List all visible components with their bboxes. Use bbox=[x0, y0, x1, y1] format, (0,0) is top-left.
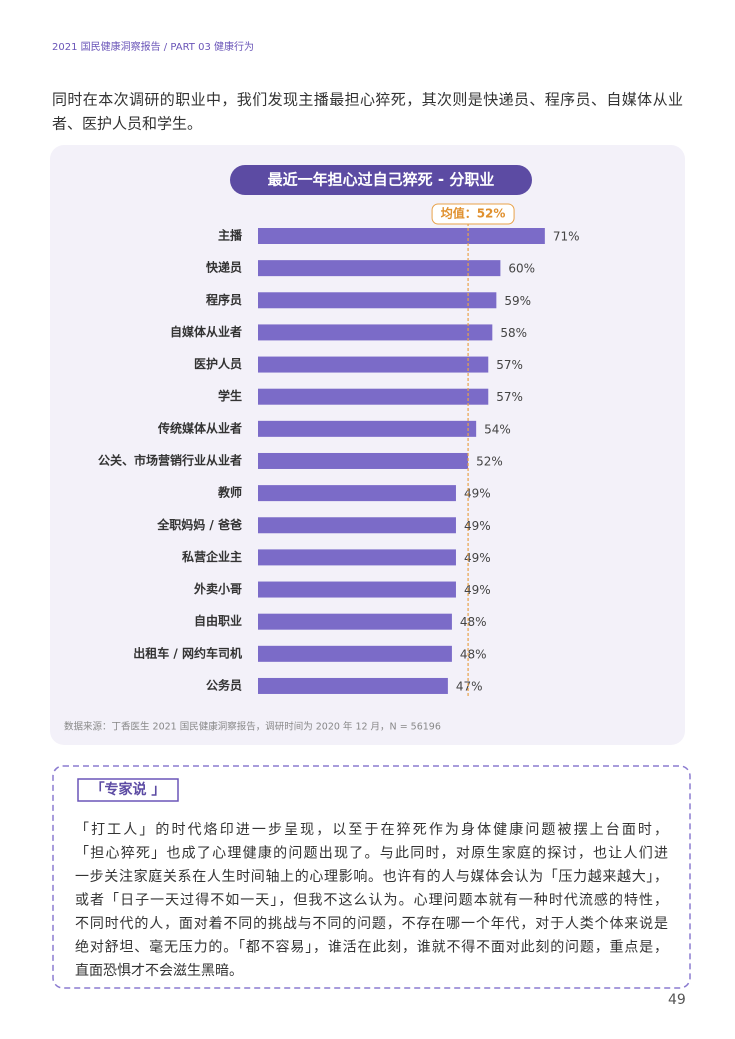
header: 2021 国民健康洞察报告 / PART 03 健康行为 bbox=[52, 40, 254, 53]
category-label: 快递员 bbox=[206, 260, 242, 275]
expert-line: 不同时代的人，面对着不同的挑战与不同的问题，不存在哪一个年代，对于人类个体来说是 bbox=[75, 916, 668, 932]
chart-panel bbox=[50, 145, 685, 745]
bar bbox=[258, 292, 497, 309]
category-label: 出租车 / 网约车司机 bbox=[133, 645, 242, 660]
expert-tag-box bbox=[77, 778, 179, 802]
page-number: 49 bbox=[668, 992, 686, 1008]
category-label: 学生 bbox=[218, 388, 242, 403]
category-label: 传统媒体从业者 bbox=[157, 420, 242, 435]
bar bbox=[258, 324, 493, 341]
expert-box bbox=[52, 765, 691, 989]
category-label: 医护人员 bbox=[194, 356, 242, 371]
bar bbox=[258, 452, 469, 469]
category-label: 公关、市场营销行业从业者 bbox=[98, 452, 242, 467]
value-label: 57% bbox=[496, 358, 523, 372]
value-label: 49% bbox=[464, 583, 491, 597]
title-pill bbox=[230, 165, 532, 195]
category-label: 程序员 bbox=[206, 292, 242, 307]
bar bbox=[258, 517, 456, 534]
category-label: 自媒体从业者 bbox=[170, 324, 242, 339]
category-label: 主播 bbox=[218, 228, 243, 243]
value-label: 60% bbox=[508, 262, 535, 276]
value-label: 49% bbox=[464, 519, 491, 533]
value-label: 48% bbox=[460, 647, 487, 661]
intro-line: 者、医护人员和学生。 bbox=[52, 115, 202, 133]
value-label: 71% bbox=[553, 230, 580, 244]
category-label: 私营企业主 bbox=[181, 549, 242, 564]
bar bbox=[258, 420, 477, 437]
expert-line: 一步关注家庭关系在人生时间轴上的心理影响。也许有的人与媒体会认为「压力越来越大」… bbox=[75, 868, 668, 885]
intro-line: 同时在本次调研的职业中，我们发现主播最担心猝死，其次则是快递员、程序员、自媒体从… bbox=[52, 91, 683, 109]
expert-line: 或者「日子一天过得不如一天」，但我不这么认为。心理问题本就有一种时代流感的特性， bbox=[75, 892, 668, 909]
value-label: 49% bbox=[464, 551, 491, 565]
chart-title: 最近一年担心过自己猝死 - 分职业 bbox=[268, 171, 495, 189]
bar bbox=[258, 228, 545, 244]
value-label: 49% bbox=[464, 487, 491, 501]
expert-line: 直面恐惧才不会滋生黑暗。 bbox=[75, 962, 243, 979]
category-label: 外卖小哥 bbox=[194, 581, 242, 596]
bar bbox=[258, 549, 456, 566]
bar bbox=[258, 388, 489, 405]
mean-label: 均值：52% bbox=[441, 206, 506, 221]
value-label: 47% bbox=[456, 679, 483, 693]
category-label: 全职妈妈 / 爸爸 bbox=[156, 517, 242, 532]
value-label: 57% bbox=[496, 390, 523, 404]
expert-tag: 「专家说 」 bbox=[91, 781, 166, 798]
category-label: 教师 bbox=[217, 485, 242, 500]
value-label: 48% bbox=[460, 615, 487, 629]
bar bbox=[258, 260, 501, 277]
bar bbox=[258, 677, 448, 694]
bar bbox=[258, 485, 456, 502]
bar bbox=[258, 356, 489, 373]
bar bbox=[258, 613, 452, 630]
category-label: 自由职业 bbox=[194, 613, 242, 628]
value-label: 58% bbox=[500, 326, 527, 340]
value-label: 54% bbox=[484, 422, 511, 436]
value-label: 59% bbox=[504, 294, 531, 308]
expert-line: 绝对舒坦、毫无压力的。「都不容易」，谁活在此刻，谁就不得不面对此刻的问题，重点是… bbox=[75, 939, 668, 956]
bar bbox=[258, 581, 456, 598]
expert-line: 「担心猝死」也成了心理健康的问题出现了。与此同时，对原生家庭的探讨，也让人们进 bbox=[75, 845, 668, 862]
category-label: 公务员 bbox=[206, 677, 242, 692]
source: 数据来源：丁香医生 2021 国民健康洞察报告，调研时间为 2020 年 12 … bbox=[64, 721, 441, 733]
mean-label-box bbox=[431, 203, 515, 225]
value-label: 52% bbox=[476, 454, 503, 468]
expert-line: 「打工人」的时代烙印进一步呈现，以至于在猝死作为身体健康问题被摆上台面时， bbox=[75, 821, 668, 838]
bar bbox=[258, 645, 452, 662]
